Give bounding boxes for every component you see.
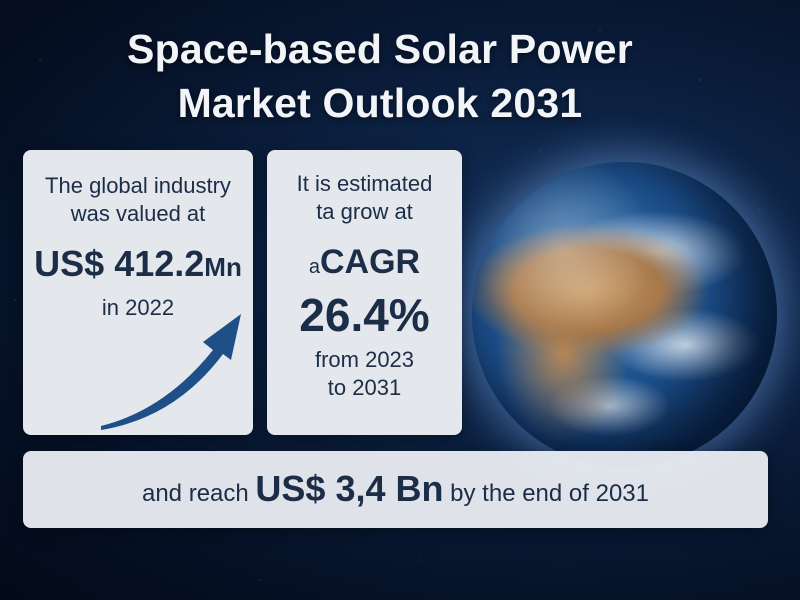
growth-line-2: ta grow at — [316, 199, 413, 224]
growth-line-3: from 2023 — [314, 347, 415, 372]
growth-line-1: It is estimated — [296, 171, 433, 196]
cagr-label-row: aCAGR — [267, 242, 462, 287]
forecast-after: by the end of 2031 — [450, 480, 649, 507]
page-title: Space-based Solar Power Market Outlook 2… — [0, 22, 760, 130]
cagr-rate: 26.4% — [299, 289, 430, 341]
growth-intro: It is estimated ta grow at — [267, 170, 462, 226]
forecast-amount: US$ 3,4 Bn — [255, 468, 444, 509]
forecast-banner: and reach US$ 3,4 Bn by the end of 2031 — [23, 451, 768, 528]
valuation-year: in 2022 — [101, 295, 175, 320]
title-line-1: Space-based Solar Power — [127, 26, 633, 72]
upward-trend-arrow-icon — [101, 314, 241, 430]
cagr-prefix: a — [308, 256, 320, 278]
title-line-2: Market Outlook 2031 — [177, 80, 583, 126]
forecast-before: and reach — [141, 480, 249, 507]
valuation-line-1: The global industry — [45, 173, 231, 198]
earth-globe-image — [472, 162, 777, 467]
cagr-label: CAGR — [320, 243, 421, 281]
valuation-amount-row: US$ 412.2Mn — [23, 242, 253, 289]
growth-card: It is estimated ta grow at aCAGR 26.4% f… — [267, 150, 462, 435]
valuation-amount: US$ 412.2 — [34, 243, 205, 284]
growth-line-4: to 2031 — [327, 375, 402, 400]
valuation-intro: The global industry was valued at — [23, 172, 253, 228]
valuation-card: The global industry was valued at US$ 41… — [23, 150, 253, 435]
valuation-unit: Mn — [204, 252, 242, 282]
forecast-text: and reach US$ 3,4 Bn by the end of 2031 — [23, 469, 768, 514]
valuation-line-2: was valued at — [70, 201, 206, 226]
growth-period: from 2023 to 2031 — [267, 346, 462, 402]
